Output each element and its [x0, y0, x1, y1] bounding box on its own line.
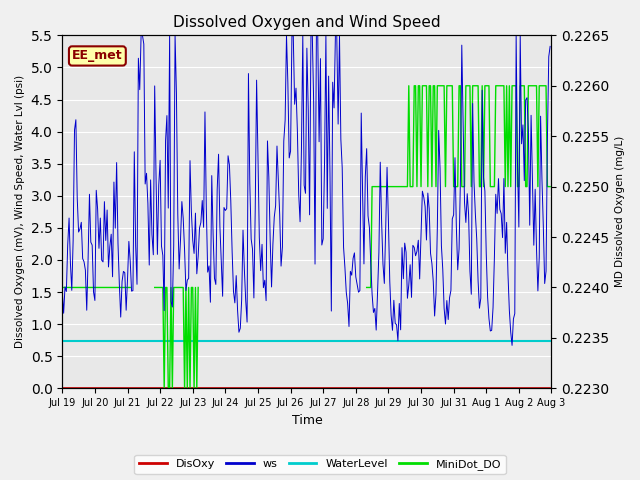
- Y-axis label: Dissolved Oxygen (mV), Wind Speed, Water Lvl (psi): Dissolved Oxygen (mV), Wind Speed, Water…: [15, 75, 25, 348]
- Title: Dissolved Oxygen and Wind Speed: Dissolved Oxygen and Wind Speed: [173, 15, 441, 30]
- Y-axis label: MD Dissolved Oxygen (mg/L): MD Dissolved Oxygen (mg/L): [615, 136, 625, 288]
- Legend: DisOxy, ws, WaterLevel, MiniDot_DO: DisOxy, ws, WaterLevel, MiniDot_DO: [134, 455, 506, 474]
- X-axis label: Time: Time: [291, 414, 323, 427]
- Text: EE_met: EE_met: [72, 49, 123, 62]
